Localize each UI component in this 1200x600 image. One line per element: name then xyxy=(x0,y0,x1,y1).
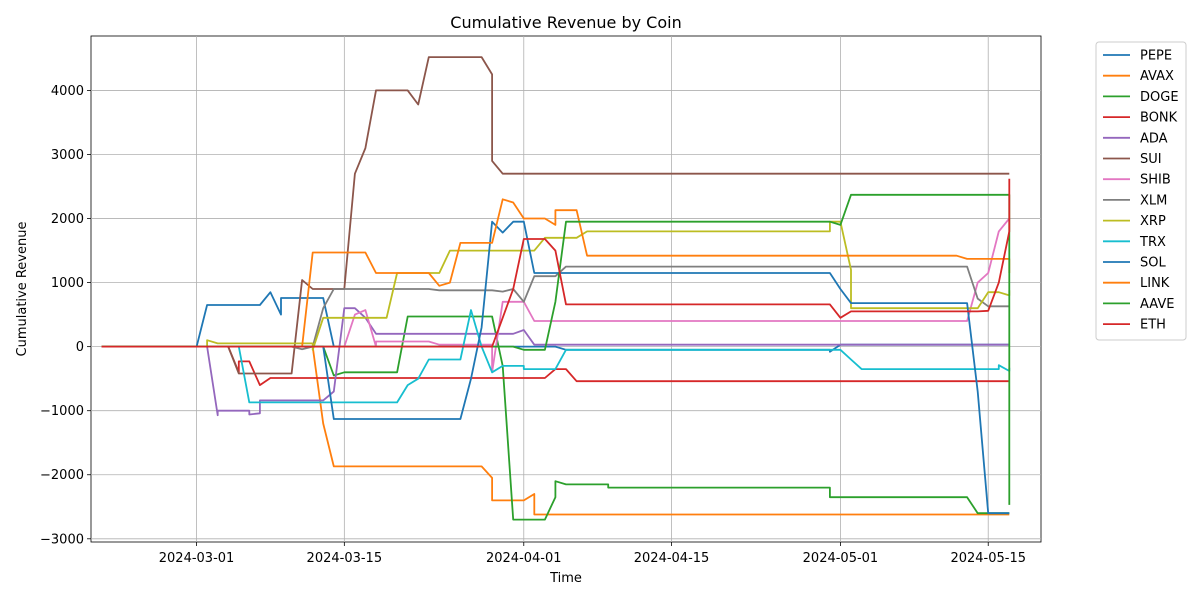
x-tick-label: 2024-03-15 xyxy=(307,551,383,566)
y-tick-label: −1000 xyxy=(40,404,84,419)
y-tick-label: −2000 xyxy=(40,468,84,483)
series-line-pepe xyxy=(101,291,1010,353)
y-tick-label: 4000 xyxy=(51,84,84,99)
series-line-link xyxy=(101,198,1011,348)
series-lines xyxy=(101,56,1011,521)
axes: 2024-03-01 2024-03-15 2024-04-01 2024-04-15… xyxy=(40,84,1026,566)
series-line-sui xyxy=(101,56,1010,375)
legend-label: SHIB xyxy=(1140,173,1171,188)
legend-label: XRP xyxy=(1140,214,1166,229)
series-line-aave xyxy=(101,193,1011,505)
grid xyxy=(91,36,1041,542)
legend: PEPE AVAX DOGE BONK ADA SUI SHIB XLM XRP TRX SOL LI… xyxy=(1095,41,1187,341)
legend-label: SUI xyxy=(1140,152,1162,167)
x-tick-label: 2024-03-01 xyxy=(159,551,235,566)
x-tick-label: 2024-05-15 xyxy=(950,551,1026,566)
legend-label: ADA xyxy=(1140,131,1168,146)
legend-label: AAVE xyxy=(1140,297,1174,312)
series-line-sol xyxy=(101,220,1010,515)
series-line-xrp xyxy=(101,220,1011,351)
chart-title: Cumulative Revenue by Coin xyxy=(450,13,681,32)
plot-area xyxy=(90,35,1042,543)
legend-label: LINK xyxy=(1140,276,1170,291)
y-tick-label: 3000 xyxy=(51,148,84,163)
legend-label: AVAX xyxy=(1140,69,1174,84)
series-line-ada xyxy=(101,307,1010,417)
series-line-eth xyxy=(101,178,1011,348)
legend-label: DOGE xyxy=(1140,90,1179,105)
x-axis-label: Time xyxy=(549,571,582,586)
legend-label: XLM xyxy=(1140,193,1167,208)
series-line-trx xyxy=(101,309,1011,404)
legend-label: PEPE xyxy=(1140,49,1172,64)
x-tick-label: 2024-04-15 xyxy=(634,551,710,566)
y-tick-label: 2000 xyxy=(51,212,84,227)
series-line-doge xyxy=(101,315,1010,521)
series-line-shib xyxy=(101,217,1010,374)
x-tick-label: 2024-04-01 xyxy=(486,551,562,566)
y-tick-label: 1000 xyxy=(51,276,84,291)
x-tick-label: 2024-05-01 xyxy=(803,551,879,566)
legend-label: BONK xyxy=(1140,111,1178,126)
legend-frame xyxy=(1095,41,1187,341)
y-tick-label: 0 xyxy=(76,340,84,355)
y-tick-label: −3000 xyxy=(40,532,84,547)
legend-label: ETH xyxy=(1140,318,1166,333)
legend-label: SOL xyxy=(1140,256,1166,271)
series-line-avax xyxy=(101,345,1010,516)
y-axis-label: Cumulative Revenue xyxy=(15,222,30,357)
legend-label: TRX xyxy=(1139,235,1166,250)
